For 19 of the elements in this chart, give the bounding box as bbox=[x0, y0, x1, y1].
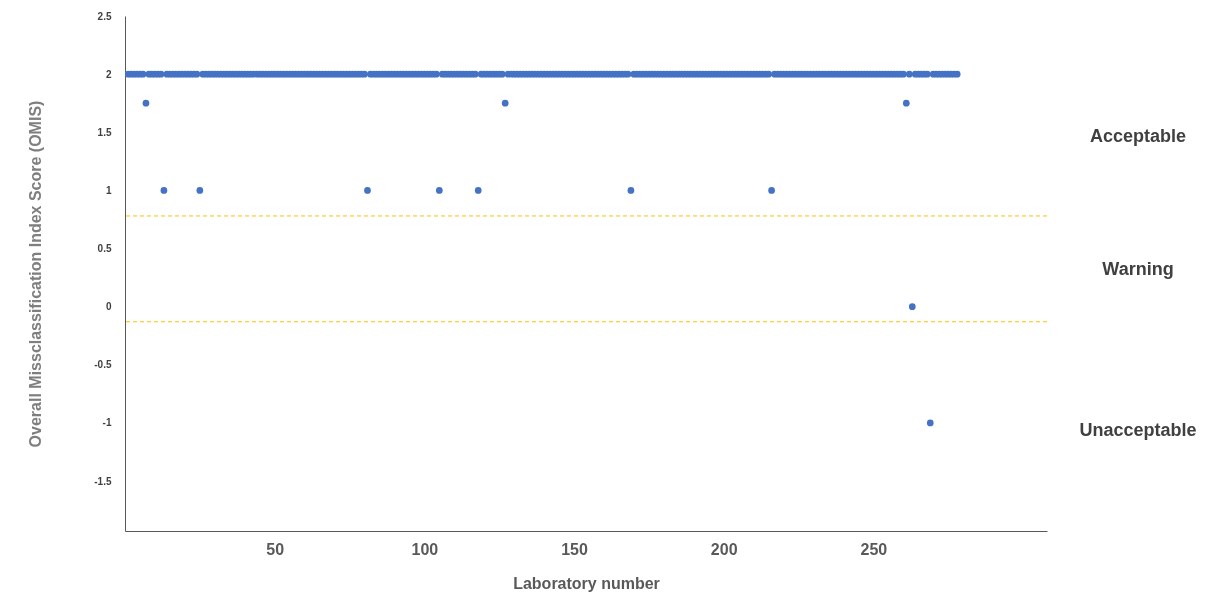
y-tick-label: 1.5 bbox=[97, 126, 112, 138]
y-tick-label: 0.5 bbox=[97, 243, 112, 255]
x-tick-label: 100 bbox=[411, 540, 439, 558]
y-tick-label: 2.5 bbox=[97, 10, 112, 22]
y-axis-title: Overall Missclassification Index Score (OMIS) bbox=[27, 100, 45, 448]
x-tick-label: 150 bbox=[561, 540, 588, 558]
x-tick-label: 50 bbox=[266, 540, 285, 558]
y-tick-label: -1.5 bbox=[94, 475, 112, 487]
y-tick-label: -1 bbox=[102, 417, 112, 429]
y-tick-label: -0.5 bbox=[94, 359, 112, 371]
y-tick-label: 2 bbox=[105, 68, 112, 80]
x-axis-title: Laboratory number bbox=[513, 574, 660, 592]
text: Warning bbox=[1102, 259, 1174, 279]
x-tick-label: 250 bbox=[860, 540, 888, 558]
y-tick-label: 0 bbox=[105, 301, 112, 313]
text: Unacceptable bbox=[1079, 420, 1197, 440]
text: Acceptable bbox=[1089, 126, 1187, 146]
y-tick-label: 1 bbox=[105, 184, 112, 196]
x-tick-label: 200 bbox=[710, 540, 738, 558]
